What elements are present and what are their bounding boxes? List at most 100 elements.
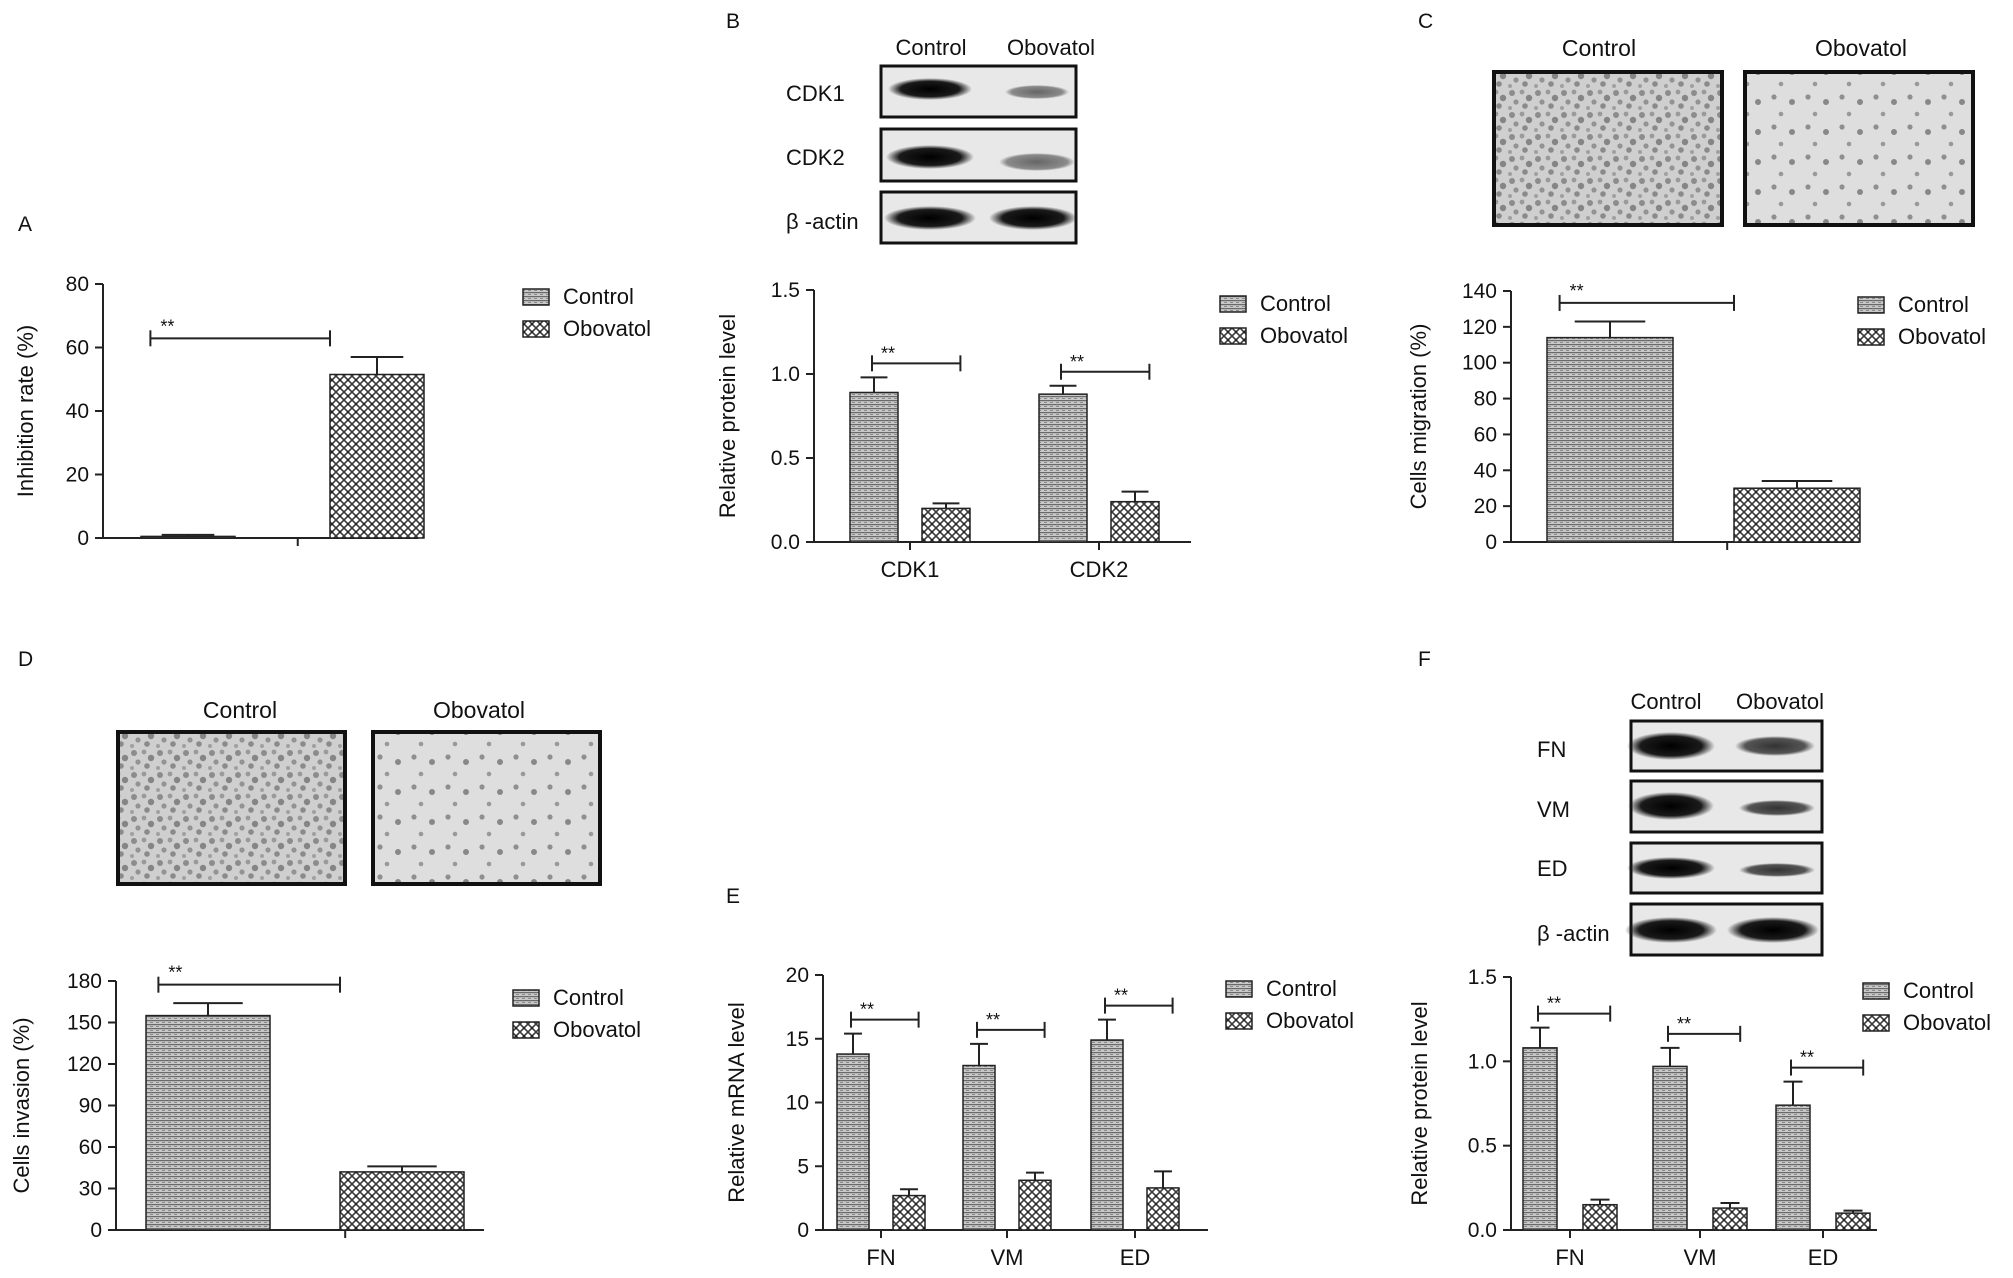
y-axis-label-f: Relative protein level [1407,1001,1432,1205]
bar-d-obovatol-0 [339,1171,465,1231]
bar-e-obovatol-2 [1146,1187,1180,1231]
panel-letter-f: F [1418,648,1431,671]
bar-d-control-0 [145,1014,271,1231]
blot-f-row-vm: VM [1537,797,1570,822]
y-tick-label: 80 [1474,388,1497,411]
y-tick-label: 60 [66,337,89,360]
blot-b-row-cdk1: CDK1 [786,81,845,106]
blot-b-row-actin: β -actin [786,209,859,234]
x-tick-label: VM [1684,1245,1717,1270]
legend-swatch-control [1862,982,1890,1000]
y-tick-label: 0.0 [1468,1219,1497,1242]
y-tick-label: 20 [66,464,89,487]
western-blot-f: Control Obovatol FN VM ED β -actin [1537,689,1824,957]
y-tick-label: 60 [79,1136,102,1159]
blot-f-strip-ed [1627,841,1824,895]
y-tick-label: 20 [1474,495,1497,518]
chart-e: 0 5 10 15 20 Relative mRNA level FN ** VM ** ED ** C… [724,964,1354,1270]
x-tick-label: FN [1555,1245,1584,1270]
legend-swatch-obovatol [1219,327,1247,345]
bar-b-control-1 [1038,393,1088,543]
significance-label: ** [860,1000,874,1020]
legend-label-control: Control [1903,978,1974,1003]
y-axis-label-b: Relative protein level [715,314,740,518]
bar-a-control-0 [140,535,236,539]
blot-f-header-obovatol: Obovatol [1736,689,1824,714]
panel-letter-e: E [726,885,740,908]
panel-letter-d: D [18,648,33,671]
image-c-obovatol [1743,70,1975,227]
significance-label: ** [986,1010,1000,1030]
y-tick-label: 0 [77,527,89,550]
x-tick-label: ED [1808,1245,1839,1270]
legend-label-obovatol: Obovatol [1260,323,1348,348]
micrographs-c: Control Obovatol [1492,35,1975,227]
image-d-obovatol [371,730,602,886]
significance-label: ** [1570,281,1584,301]
blot-f-header-control: Control [1631,689,1702,714]
legend-swatch-control [512,989,540,1007]
y-tick-label: 0 [90,1219,102,1242]
legend-label-control: Control [1266,976,1337,1001]
bar-f-obovatol-2 [1835,1212,1871,1231]
image-d-label-control: Control [203,697,277,723]
bar-e-obovatol-1 [1018,1179,1052,1231]
x-tick-label: CDK1 [881,557,940,582]
y-tick-label: 10 [786,1092,809,1115]
panel-letter-a: A [18,213,32,236]
bar-e-control-0 [836,1053,870,1231]
y-tick-label: 20 [786,964,809,987]
chart-a: 0 20 40 60 80 Inhibition rate (%) ** Control Obo… [13,273,651,550]
blot-f-row-ed: ED [1537,856,1568,881]
blot-f-row-actin: β -actin [1537,921,1610,946]
y-tick-label: 5 [797,1155,809,1178]
bar-e-control-1 [962,1064,996,1231]
blot-b-header-obovatol: Obovatol [1007,35,1095,60]
legend-label-obovatol: Obovatol [1903,1010,1991,1035]
image-c-label-control: Control [1562,35,1636,61]
significance-label: ** [881,343,895,363]
image-c-control [1492,70,1724,227]
legend-label-control: Control [553,985,624,1010]
y-tick-label: 180 [67,970,102,993]
blot-f-row-fn: FN [1537,737,1566,762]
blot-b-strip-cdk1 [879,64,1078,119]
significance-label: ** [168,963,182,983]
bar-e-control-2 [1090,1039,1124,1231]
blot-f-strip-fn [1627,719,1824,773]
significance-label: ** [160,316,174,336]
chart-b: 0.0 0.5 1.0 1.5 Relative protein level CDK1 **… [715,279,1348,582]
x-tick-label: FN [866,1245,895,1270]
bar-c-control-0 [1546,336,1674,543]
image-d-control [116,730,347,886]
bar-e-obovatol-0 [892,1194,926,1231]
panel-letter-c: C [1418,10,1433,33]
legend-label-obovatol: Obovatol [563,316,651,341]
chart-c: 0 20 40 60 80 100 120 140 Cells migration (%) ** C… [1406,280,1986,554]
y-tick-label: 150 [67,1012,102,1035]
blot-b-header-control: Control [896,35,967,60]
y-tick-label: 1.5 [1468,966,1497,989]
y-tick-label: 140 [1462,280,1497,303]
legend-swatch-control [1857,296,1885,314]
y-tick-label: 0.5 [1468,1135,1497,1158]
blot-b-strip-cdk2 [879,127,1078,183]
bar-f-control-2 [1775,1104,1811,1231]
legend-swatch-obovatol [522,320,550,338]
y-tick-label: 90 [79,1095,102,1118]
blot-f-strip-actin [1625,902,1824,957]
significance-label: ** [1547,994,1561,1014]
y-tick-label: 15 [786,1028,809,1051]
y-tick-label: 40 [66,400,89,423]
bar-f-obovatol-0 [1582,1203,1618,1231]
bar-f-control-0 [1522,1047,1558,1231]
legend-swatch-obovatol [512,1021,540,1039]
legend-label-obovatol: Obovatol [1266,1008,1354,1033]
western-blot-b: Control Obovatol CDK1 CDK2 β -actin [786,35,1095,245]
chart-f: 0.0 0.5 1.0 1.5 Relative protein level FN ** VM… [1407,966,1991,1270]
blot-b-strip-actin [879,190,1078,245]
legend-swatch-control [1225,980,1253,998]
y-tick-label: 1.0 [771,363,800,386]
y-tick-label: 80 [66,273,89,296]
